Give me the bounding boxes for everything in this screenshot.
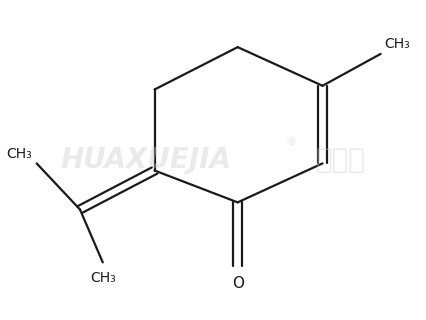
Text: CH₃: CH₃	[6, 147, 32, 161]
Text: HUAXUEJIA: HUAXUEJIA	[60, 146, 231, 174]
Text: CH₃: CH₃	[384, 37, 410, 51]
Text: O: O	[232, 276, 244, 291]
Text: ®: ®	[286, 138, 297, 148]
Text: CH₃: CH₃	[90, 271, 115, 285]
Text: 化学加: 化学加	[316, 146, 366, 174]
